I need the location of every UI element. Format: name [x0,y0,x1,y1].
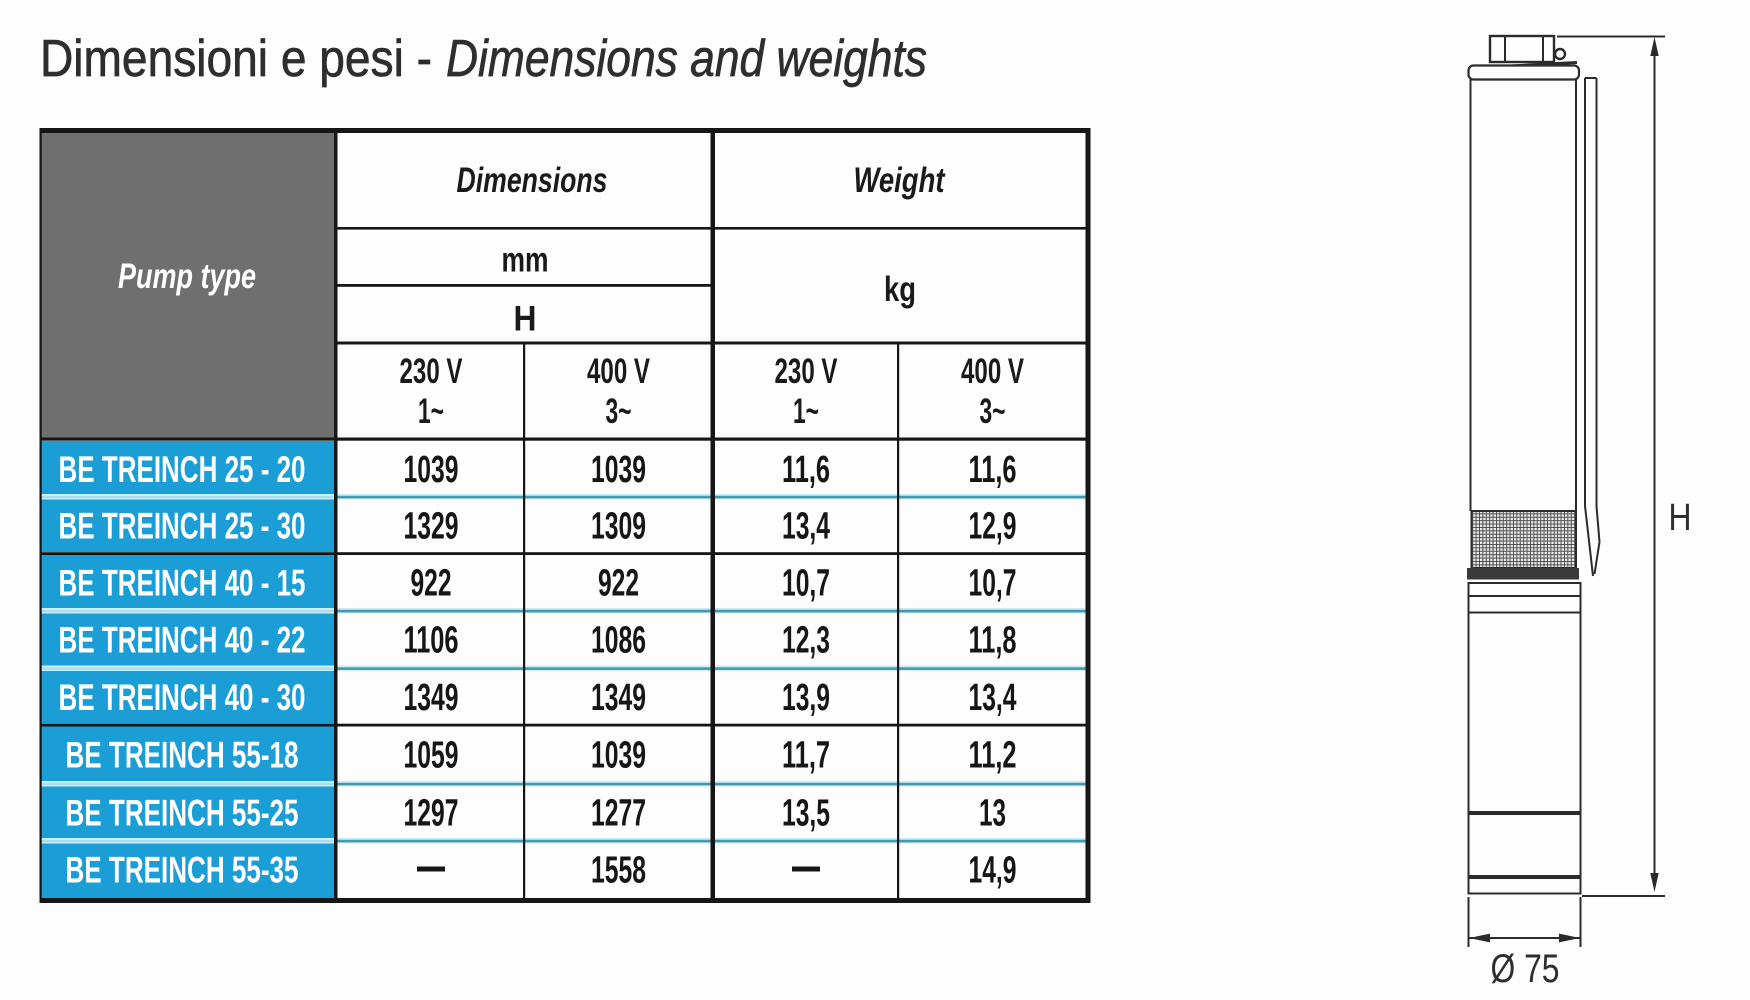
svg-text:3~: 3~ [980,392,1006,431]
svg-text:BE TREINCH 55-18: BE TREINCH 55-18 [66,735,299,776]
svg-text:230 V: 230 V [775,352,838,391]
svg-text:400 V: 400 V [587,352,650,391]
svg-text:11,8: 11,8 [969,620,1017,662]
svg-text:1309: 1309 [591,506,646,548]
svg-text:14,9: 14,9 [969,850,1017,892]
svg-text:1039: 1039 [591,735,646,777]
svg-text:BE TREINCH 40 - 15: BE TREINCH 40 - 15 [59,563,306,604]
svg-text:BE TREINCH 40 - 30: BE TREINCH 40 - 30 [59,677,306,718]
svg-text:1329: 1329 [404,506,459,548]
svg-text:10,7: 10,7 [782,563,830,605]
svg-text:1349: 1349 [591,677,646,719]
svg-text:1~: 1~ [418,392,444,431]
svg-text:BE TREINCH 40 - 22: BE TREINCH 40 - 22 [59,620,306,661]
svg-text:13: 13 [979,793,1006,835]
svg-text:11,7: 11,7 [782,735,830,777]
svg-text:Pump type: Pump type [118,257,256,296]
svg-text:BE TREINCH 25 - 30: BE TREINCH 25 - 30 [59,506,306,547]
svg-text:kg: kg [884,270,916,309]
svg-text:400 V: 400 V [961,352,1024,391]
svg-text:Weight: Weight [854,161,946,200]
svg-text:922: 922 [411,563,452,605]
svg-text:BE TREINCH 25 - 20: BE TREINCH 25 - 20 [59,449,306,490]
svg-text:1039: 1039 [591,449,646,491]
svg-text:13,4: 13,4 [782,506,830,548]
svg-text:Dimensions and weights: Dimensions and weights [446,30,927,88]
svg-text:H: H [1669,497,1692,539]
svg-text:Dimensioni e pesi -: Dimensioni e pesi - [40,30,432,88]
svg-text:12,3: 12,3 [782,620,830,662]
svg-text:1277: 1277 [591,793,646,835]
svg-text:1297: 1297 [404,793,459,835]
svg-text:mm: mm [502,241,549,280]
svg-text:10,7: 10,7 [969,563,1017,605]
svg-text:1558: 1558 [591,850,646,892]
svg-text:Ø 75: Ø 75 [1491,947,1560,991]
svg-text:1039: 1039 [404,449,459,491]
svg-text:1349: 1349 [404,677,459,719]
svg-text:1059: 1059 [404,735,459,777]
svg-text:13,4: 13,4 [969,677,1017,719]
svg-text:1086: 1086 [591,620,646,662]
svg-text:Dimensions: Dimensions [457,161,608,200]
svg-text:12,9: 12,9 [969,506,1017,548]
svg-text:H: H [514,300,537,339]
svg-text:230 V: 230 V [400,352,463,391]
svg-text:13,5: 13,5 [782,793,830,835]
svg-text:BE TREINCH 55-25: BE TREINCH 55-25 [66,793,299,834]
svg-text:BE TREINCH 55-35: BE TREINCH 55-35 [66,850,299,891]
svg-text:922: 922 [598,563,639,605]
svg-text:11,6: 11,6 [969,449,1017,491]
svg-text:11,6: 11,6 [782,449,830,491]
svg-text:11,2: 11,2 [969,735,1017,777]
svg-text:3~: 3~ [606,392,632,431]
svg-text:13,9: 13,9 [782,677,830,719]
svg-text:1~: 1~ [793,392,819,431]
svg-text:1106: 1106 [404,620,459,662]
